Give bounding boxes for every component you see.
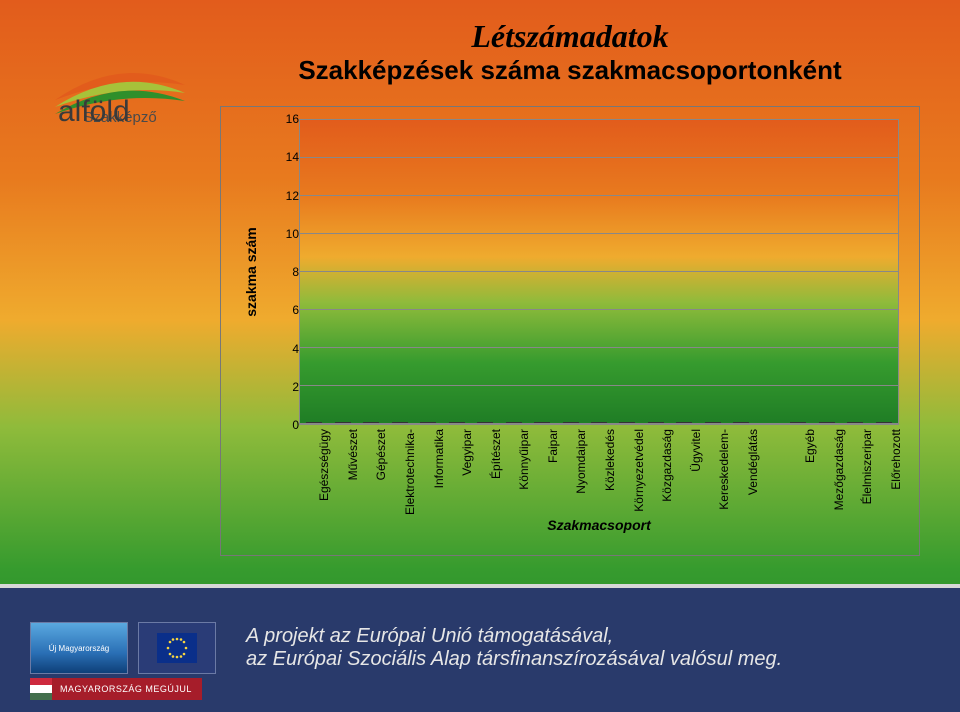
page-root: alföld Szakképző Létszámadatok Szakképzé… [0, 0, 960, 712]
gridline [300, 309, 898, 310]
badge-eu [138, 622, 216, 674]
footer-line2: az Európai Szociális Alap társfinanszíro… [246, 648, 960, 671]
footer-divider [0, 584, 960, 588]
x-category-label: Vegyipar [460, 429, 474, 476]
content: Létszámadatok Szakképzések száma szakmac… [210, 0, 930, 574]
chart-box: szakma szám 0 2 4 6 8 10 12 14 16 Szakmacsoport … [220, 106, 920, 556]
gridline [300, 385, 898, 386]
x-axis: Szakmacsoport Egészségügy Művészet Gépésze… [299, 425, 899, 537]
x-category-label: Könnyűipar [517, 429, 531, 490]
x-category-label: Környezetvédel [632, 429, 646, 512]
gridline [300, 119, 898, 120]
logo: alföld Szakképző [30, 40, 210, 150]
chart-plot-area [299, 119, 899, 425]
logo-word: alföld [58, 95, 130, 125]
y-tick: 16 [279, 112, 299, 126]
gridline [300, 233, 898, 234]
x-category-label: Vendéglátás [746, 429, 760, 495]
hungary-flag-icon [30, 678, 52, 700]
badge1-text: Új Magyarország [49, 644, 109, 653]
x-category-label: Kereskedelem- [717, 429, 731, 510]
x-category-label: Ügyvitel [689, 429, 703, 472]
footer-badges: Új Magyarország [0, 622, 216, 674]
x-category-label: Informatika [432, 429, 446, 488]
gridline [300, 271, 898, 272]
x-category-label: Gépészet [374, 429, 388, 480]
y-tick: 14 [279, 150, 299, 164]
x-category-label: Élelmiszeripar [860, 429, 874, 504]
footer-text: A projekt az Európai Unió támogatásával,… [246, 625, 960, 671]
title-line2: Szakképzések száma szakmacsoportonként [210, 55, 930, 86]
x-category-label: Művészet [346, 429, 360, 480]
y-tick: 0 [279, 418, 299, 432]
logo-swoosh: alföld [50, 65, 190, 105]
y-axis: 0246810121416 [279, 119, 299, 425]
y-axis-label: szakma szám [241, 119, 261, 425]
footer: Új Magyarország A projekt az Európ [0, 584, 960, 712]
x-category-label: Elektrotechnika- [403, 429, 417, 515]
footer-flag-label: MAGYARORSZÁG MEGÚJUL [60, 684, 192, 694]
x-category-label: Egyéb [803, 429, 817, 463]
gridline [300, 347, 898, 348]
x-category-label: Faipar [546, 429, 560, 463]
x-category-label: Nyomdaipar [574, 429, 588, 494]
y-tick: 10 [279, 227, 299, 241]
x-category-label: Közgazdaság [660, 429, 674, 502]
x-category-label: Előrehozott [889, 429, 903, 490]
y-tick: 4 [279, 342, 299, 356]
gridline [300, 157, 898, 158]
x-category-label: Egészségügy [317, 429, 331, 501]
y-tick: 6 [279, 303, 299, 317]
x-category-label: Közlekedés [603, 429, 617, 491]
x-category-label: Mezőgazdaság [832, 429, 846, 510]
footer-flag-badge: MAGYARORSZÁG MEGÚJUL [30, 678, 202, 700]
title-block: Létszámadatok Szakképzések száma szakmac… [210, 0, 930, 96]
y-tick: 8 [279, 265, 299, 279]
gridline [300, 195, 898, 196]
title-line1: Létszámadatok [210, 18, 930, 55]
y-axis-label-text: szakma szám [243, 227, 259, 317]
footer-line1: A projekt az Európai Unió támogatásával, [246, 625, 960, 648]
bars-layer [300, 120, 898, 424]
x-category-label: Építészet [489, 429, 503, 479]
y-tick: 12 [279, 189, 299, 203]
badge-uj-magyarorszag: Új Magyarország [30, 622, 128, 674]
body-area: alföld Szakképző Létszámadatok Szakképzé… [0, 0, 960, 584]
y-tick: 2 [279, 380, 299, 394]
gridline [300, 423, 898, 424]
x-axis-label: Szakmacsoport [299, 517, 899, 533]
